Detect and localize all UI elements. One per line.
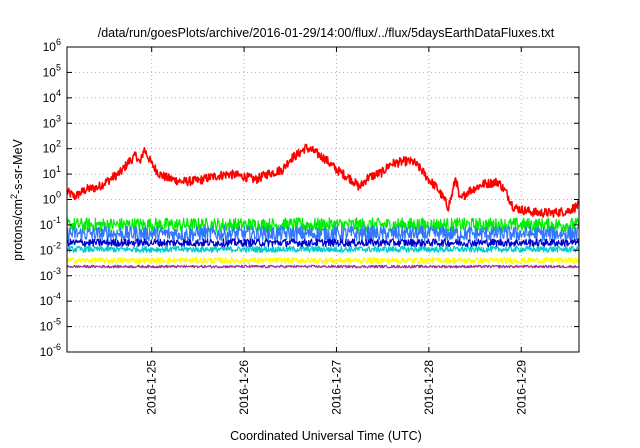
y-axis-label-prefix: protons/cm (11, 199, 25, 261)
y-tick-label: 103 (43, 113, 61, 130)
x-tick-label: 2016-1-28 (422, 360, 436, 415)
x-tick-label: 2016-1-25 (145, 360, 159, 415)
series-lines (66, 143, 580, 269)
x-ticks: 2016-1-25 2016-1-26 2016-1-27 2016-1-28 2016… (145, 47, 528, 415)
y-axis-label: protons/cm2-s-sr-MeV (9, 138, 25, 260)
y-tick-label: 10-6 (40, 342, 61, 359)
y-tick-label: 100 (43, 190, 61, 207)
series-line (66, 217, 580, 233)
series-line (66, 238, 580, 248)
series-line (66, 256, 580, 265)
x-tick-label: 2016-1-26 (237, 360, 251, 415)
x-tick-label: 2016-1-29 (514, 360, 528, 415)
x-tick-label: 2016-1-27 (329, 360, 343, 415)
y-tick-label: 101 (43, 164, 61, 181)
series-line (66, 225, 580, 242)
chart-title: /data/run/goesPlots/archive/2016-01-29/1… (98, 26, 555, 40)
y-axis-label-suffix: -s-sr-MeV (11, 138, 25, 194)
series-line (66, 245, 580, 253)
y-tick-label: 105 (43, 62, 61, 79)
series-line (66, 143, 580, 218)
y-tick-label: 104 (43, 88, 61, 105)
y-tick-label: 10-1 (40, 215, 61, 232)
series-line (66, 264, 580, 269)
y-tick-label: 10-3 (40, 266, 61, 283)
y-axis-label-superscript: 2 (9, 194, 19, 199)
y-ticks: 10-6 10-5 10-4 10-3 10-2 10-1 100 101 102 103 104 1… (40, 37, 579, 359)
y-tick-label: 106 (43, 37, 61, 54)
y-tick-label: 102 (43, 139, 61, 156)
y-tick-label: 10-2 (40, 240, 61, 257)
y-tick-label: 10-4 (40, 291, 61, 308)
y-tick-label: 10-5 (40, 317, 61, 334)
grid-lines (67, 47, 579, 352)
x-axis-label: Coordinated Universal Time (UTC) (230, 429, 422, 443)
